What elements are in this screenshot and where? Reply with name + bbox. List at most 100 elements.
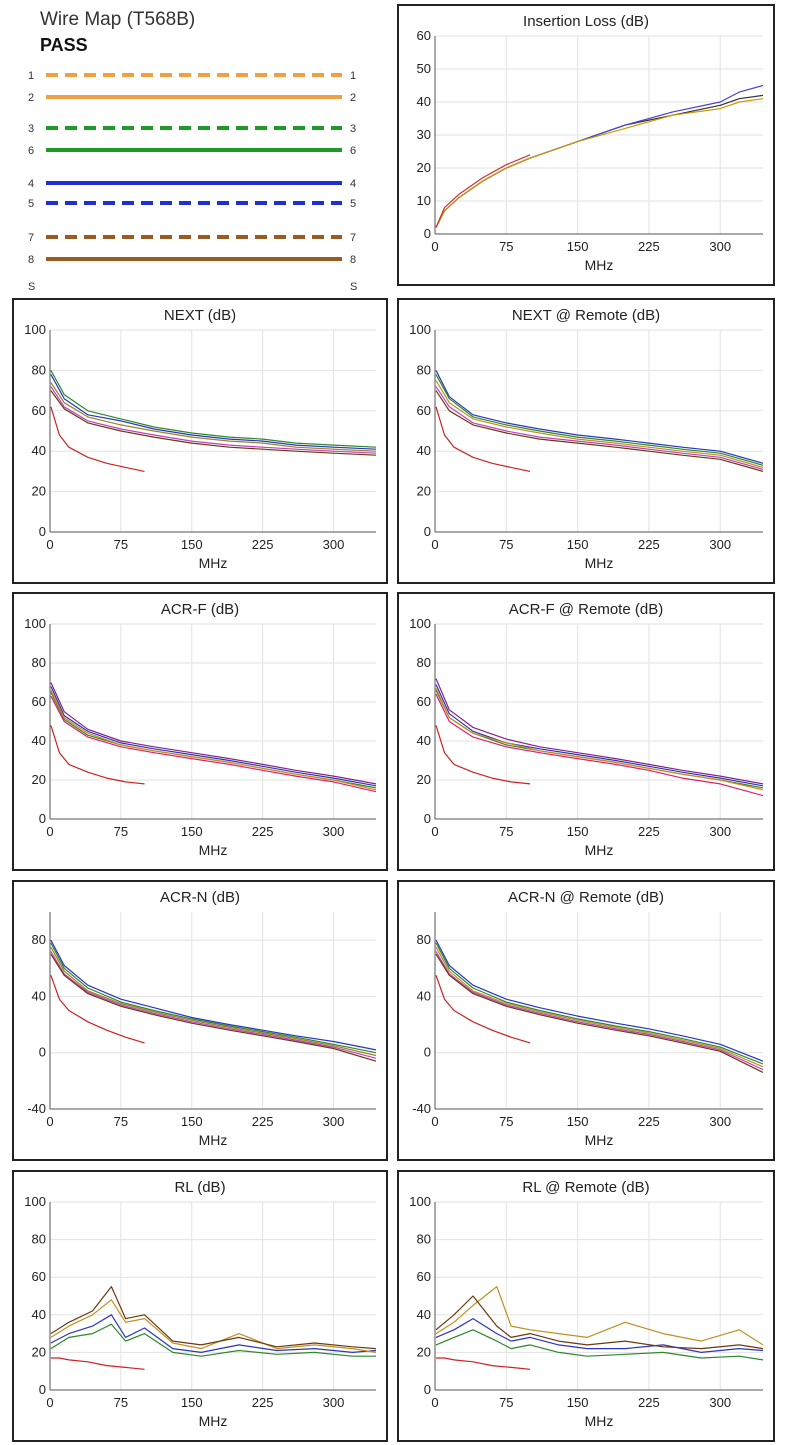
y-tick-label: 60 xyxy=(32,403,46,418)
chart-title: RL @ Remote (dB) xyxy=(522,1179,649,1196)
chart-title: NEXT @ Remote (dB) xyxy=(512,307,660,324)
y-tick-label: 30 xyxy=(417,127,431,142)
y-tick-label: 0 xyxy=(39,1382,46,1397)
series-line xyxy=(435,975,531,1044)
y-tick-label: 0 xyxy=(424,1382,431,1397)
y-tick-label: 0 xyxy=(424,1045,431,1060)
series-line xyxy=(50,690,377,791)
series-line xyxy=(435,678,764,785)
chart-svg: NEXT @ Remote (dB) 0 20 40 60 80 100 0 75 150 225 3… xyxy=(409,307,764,571)
chart-title: ACR-N (dB) xyxy=(160,889,240,906)
x-tick-label: 75 xyxy=(499,239,513,254)
series-line xyxy=(50,386,377,454)
x-axis-label: MHz xyxy=(585,555,614,571)
series-line xyxy=(435,1318,764,1353)
y-tick-label: 100 xyxy=(24,616,46,631)
x-tick-label: 75 xyxy=(499,1395,513,1410)
chart-svg: ACR-F @ Remote (dB) 0 20 40 60 80 100 0 75 150 225… xyxy=(409,601,764,858)
wire-pin-right: 3 xyxy=(350,123,356,135)
chart-title: RL (dB) xyxy=(174,1179,225,1196)
chart-rl-remote: RL @ Remote (dB) 0 20 40 60 80 100 0 75 150 225 300… xyxy=(397,1170,775,1442)
x-tick-label: 75 xyxy=(114,1395,128,1410)
x-tick-label: 225 xyxy=(638,239,660,254)
x-tick-label: 0 xyxy=(431,239,438,254)
series-line xyxy=(50,382,377,452)
y-tick-label: 60 xyxy=(32,694,46,709)
x-tick-label: 300 xyxy=(709,824,731,839)
series-line xyxy=(435,370,764,464)
y-tick-label: 60 xyxy=(417,28,431,43)
wire-pin-left: 2 xyxy=(28,92,34,104)
wire-pin-left: 8 xyxy=(28,254,34,266)
y-tick-label: 60 xyxy=(417,1269,431,1284)
x-tick-label: 150 xyxy=(181,1395,203,1410)
series-line xyxy=(50,1299,377,1353)
x-tick-label: 225 xyxy=(252,1114,274,1129)
x-axis-label: MHz xyxy=(585,1413,614,1429)
y-tick-label: 40 xyxy=(417,1307,431,1322)
wire-pin-left: 5 xyxy=(28,198,34,210)
wire-pin-right: 8 xyxy=(350,254,356,266)
y-tick-label: 40 xyxy=(417,94,431,109)
series-line xyxy=(50,953,377,1062)
y-tick-label: 80 xyxy=(417,932,431,947)
chart-title: ACR-F @ Remote (dB) xyxy=(509,601,663,618)
y-tick-label: 20 xyxy=(417,160,431,175)
wire-pin-right: 1 xyxy=(350,70,356,82)
shield-right-label: S xyxy=(350,281,357,290)
x-tick-label: 300 xyxy=(323,537,345,552)
chart-svg: ACR-F (dB) 0 20 40 60 80 100 0 75 150 225 300 MHz xyxy=(24,601,377,858)
x-tick-label: 75 xyxy=(114,1114,128,1129)
series-line xyxy=(435,390,764,472)
x-tick-label: 0 xyxy=(46,537,53,552)
chart-svg: Insertion Loss (dB) 0 10 20 30 40 50 60 0 75 150 22… xyxy=(417,13,764,273)
wire-pin-left: 4 xyxy=(28,178,34,190)
x-tick-label: 0 xyxy=(46,1395,53,1410)
x-tick-label: 225 xyxy=(252,1395,274,1410)
series-line xyxy=(435,684,764,787)
wire-pin-right: 7 xyxy=(350,232,356,244)
y-tick-label: 20 xyxy=(417,484,431,499)
chart-title: Insertion Loss (dB) xyxy=(523,13,649,30)
x-axis-label: MHz xyxy=(199,1413,228,1429)
series-line xyxy=(50,1314,377,1353)
x-tick-label: 75 xyxy=(114,537,128,552)
x-tick-label: 300 xyxy=(323,1114,345,1129)
x-tick-label: 75 xyxy=(499,537,513,552)
y-tick-label: 0 xyxy=(39,524,46,539)
x-tick-label: 0 xyxy=(431,1395,438,1410)
y-tick-label: 50 xyxy=(417,61,431,76)
y-tick-label: 20 xyxy=(32,772,46,787)
series-line xyxy=(435,953,764,1073)
y-tick-label: -40 xyxy=(27,1101,46,1116)
x-axis-label: MHz xyxy=(199,842,228,858)
series-line xyxy=(436,1357,531,1370)
chart-next-remote: NEXT @ Remote (dB) 0 20 40 60 80 100 0 75 150 225 3… xyxy=(397,298,775,584)
y-tick-label: 80 xyxy=(32,1232,46,1247)
y-tick-label: 100 xyxy=(409,322,431,337)
y-tick-label: 80 xyxy=(32,932,46,947)
x-axis-label: MHz xyxy=(585,1132,614,1148)
series-line xyxy=(435,939,764,1062)
chart-svg: RL @ Remote (dB) 0 20 40 60 80 100 0 75 150 225 300… xyxy=(409,1179,764,1429)
chart-next: NEXT (dB) 0 20 40 60 80 100 0 75 150 225 300 MHz xyxy=(12,298,388,584)
x-tick-label: 150 xyxy=(567,824,589,839)
series-line xyxy=(50,1286,377,1350)
series-line xyxy=(50,1323,376,1357)
y-tick-label: 40 xyxy=(32,443,46,458)
wire-map-diagram: 1 1 2 2 3 3 6 6 4 4 5 5 7 7 8 8 S S xyxy=(28,70,357,290)
series-line xyxy=(435,380,764,468)
wire-pin-right: 4 xyxy=(350,178,356,190)
x-tick-label: 225 xyxy=(638,824,660,839)
x-tick-label: 300 xyxy=(709,537,731,552)
series-line xyxy=(435,688,764,791)
y-tick-label: 80 xyxy=(32,362,46,377)
x-tick-label: 150 xyxy=(567,239,589,254)
y-tick-label: -40 xyxy=(412,1101,431,1116)
series-line xyxy=(435,1329,764,1361)
wire-map-result: PASS xyxy=(40,35,88,55)
chart-title: NEXT (dB) xyxy=(164,307,236,324)
series-line xyxy=(50,370,377,448)
chart-insertion-loss: Insertion Loss (dB) 0 10 20 30 40 50 60 0 75 150 22… xyxy=(397,4,775,286)
y-tick-label: 40 xyxy=(417,733,431,748)
